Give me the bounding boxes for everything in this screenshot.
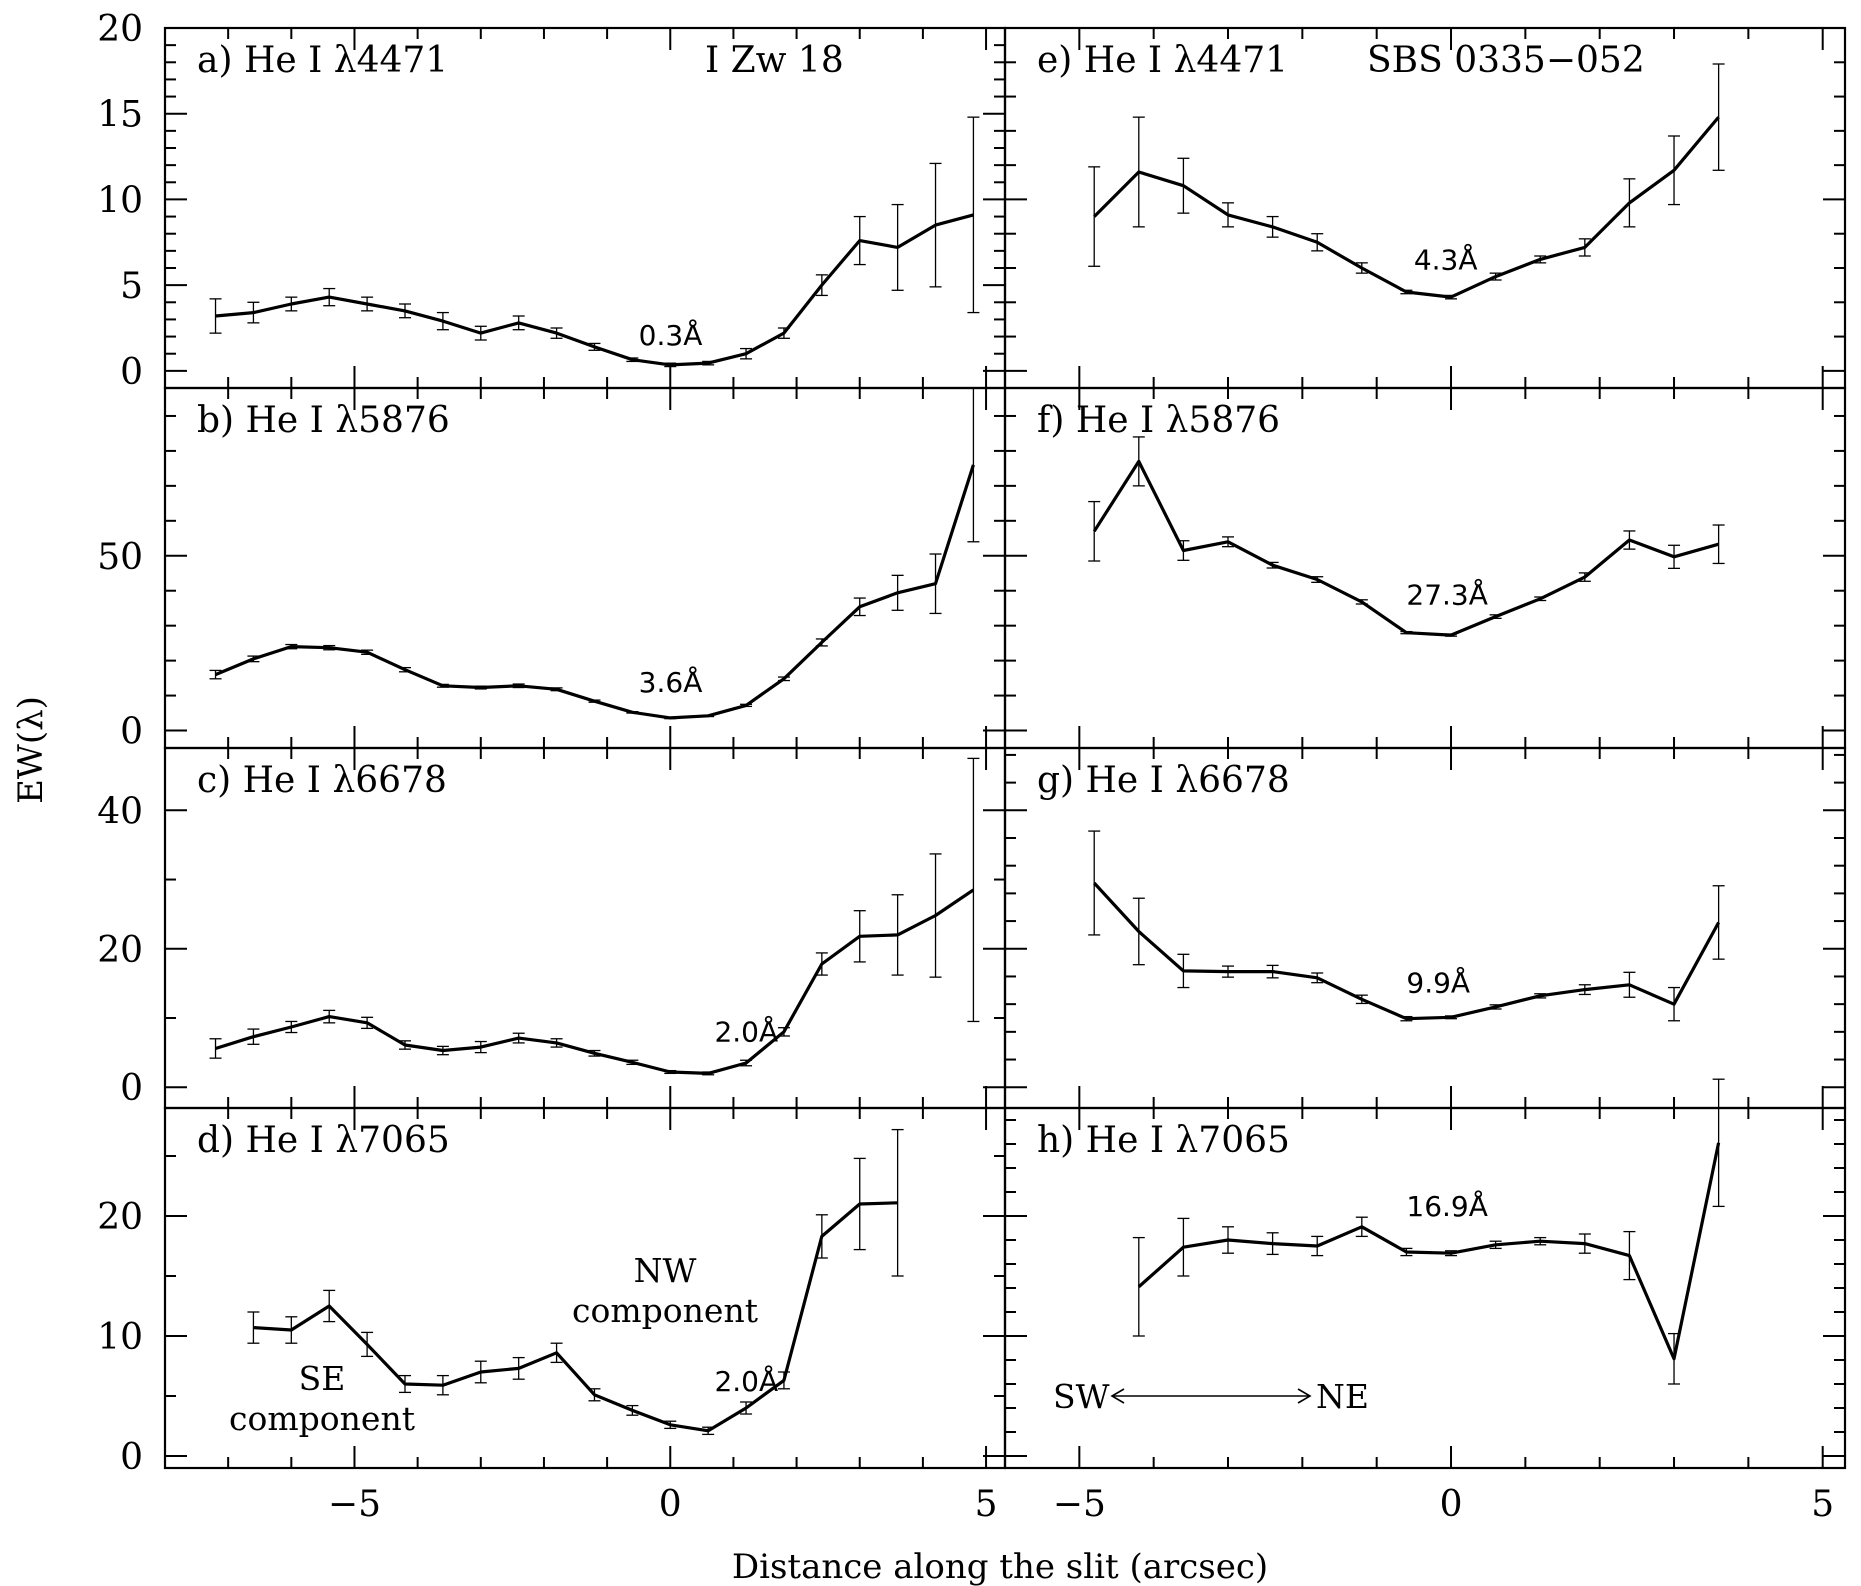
panel-d: 0 10 20 d) He I λ7065 2.0Å −5 0 5 — [97, 1106, 1007, 1525]
panel-b-title: b) He I λ5876 — [197, 400, 450, 441]
panel-c-frame — [163, 746, 1007, 1110]
panel-e-object: SBS 0335−052 — [1367, 40, 1645, 81]
min-ew-annotation: 4.3Å — [1414, 243, 1478, 277]
panel-h: h) He I λ7065 16.9Å −5 0 5 — [1003, 1078, 1847, 1525]
y-tick-label: 20 — [97, 1197, 143, 1238]
nw-note-line1: NW — [634, 1251, 697, 1290]
panel-a-frame — [163, 26, 1007, 390]
panel-c: 0 20 40 c) He I λ6678 2.0Å — [97, 746, 1007, 1110]
series-line-f — [1092, 459, 1720, 637]
x-axis-label: Distance along the slit (arcsec) — [732, 1547, 1268, 1586]
x-tick-label: 5 — [975, 1484, 998, 1525]
se-note-line2: component — [229, 1399, 415, 1438]
panel-b-frame — [163, 386, 1007, 750]
y-tick-label: 10 — [97, 1317, 143, 1358]
y-axis-label: EW(λ) — [11, 696, 51, 804]
panel-b: 0 50 b) He I λ5876 3.6Å — [97, 386, 1007, 753]
panel-f-frame — [1003, 386, 1847, 750]
series-line-b — [214, 464, 975, 720]
series-line-d — [253, 1201, 898, 1433]
panel-e: e) He I λ4471 SBS 0335−052 4.3Å — [1003, 26, 1847, 390]
series-line-g — [1093, 881, 1721, 1021]
panel-g-title: g) He I λ6678 — [1037, 760, 1290, 801]
nw-note-line2: component — [572, 1291, 758, 1330]
y-tick-label: 40 — [97, 791, 143, 832]
min-ew-annotation: 27.3Å — [1406, 578, 1488, 612]
panel-c-title: c) He I λ6678 — [197, 760, 447, 801]
panel-g: g) He I λ6678 9.9Å — [1003, 746, 1847, 1110]
notes-group: NW component SE component SW NE — [229, 1251, 1369, 1438]
panel-f: f) He I λ5876 27.3Å — [1003, 386, 1847, 750]
y-tick-label: 20 — [97, 930, 143, 971]
min-ew-annotation: 2.0Å — [714, 1364, 778, 1398]
x-tick-label: 0 — [659, 1484, 682, 1525]
ne-label: NE — [1316, 1377, 1369, 1416]
panel-a: 0 5 10 15 20 a) He I λ4471 I Zw 18 0.3Å — [97, 9, 1007, 393]
se-note-line1: SE — [299, 1359, 346, 1398]
min-ew-annotation: 16.9Å — [1406, 1189, 1488, 1223]
y-tick-label: 5 — [120, 266, 143, 307]
min-ew-annotation: 3.6Å — [639, 665, 703, 699]
panel-d-title: d) He I λ7065 — [197, 1120, 450, 1161]
min-ew-annotation: 9.9Å — [1406, 965, 1470, 999]
panel-h-title: h) He I λ7065 — [1037, 1120, 1290, 1161]
x-tick-label: 5 — [1811, 1484, 1834, 1525]
y-tick-label: 20 — [97, 9, 143, 50]
y-tick-label: 0 — [120, 1068, 143, 1109]
sw-label: SW — [1053, 1377, 1110, 1416]
direction-arrow-right-head — [1297, 1388, 1312, 1404]
y-tick-label: 15 — [97, 95, 143, 136]
x-tick-label: −5 — [328, 1484, 381, 1525]
y-tick-label: 0 — [120, 712, 143, 753]
panel-e-title: e) He I λ4471 — [1037, 40, 1288, 81]
panel-f-title: f) He I λ5876 — [1037, 400, 1280, 441]
y-tick-label: 0 — [120, 1437, 143, 1478]
x-tick-label: 0 — [1440, 1484, 1463, 1525]
x-tick-label: −5 — [1053, 1484, 1106, 1525]
series-line-a — [215, 213, 974, 367]
series-line-e — [1093, 116, 1720, 299]
y-tick-label: 10 — [97, 180, 143, 221]
min-ew-annotation: 0.3Å — [639, 318, 703, 352]
y-tick-label: 50 — [97, 537, 143, 578]
panel-a-object: I Zw 18 — [705, 40, 844, 81]
min-ew-annotation: 2.0Å — [714, 1015, 778, 1049]
y-tick-label: 0 — [120, 352, 143, 393]
series-line-h — [1137, 1142, 1721, 1361]
series-line-c — [215, 888, 975, 1076]
panel-a-title: a) He I λ4471 — [197, 40, 448, 81]
direction-arrow-left-head — [1110, 1388, 1125, 1404]
